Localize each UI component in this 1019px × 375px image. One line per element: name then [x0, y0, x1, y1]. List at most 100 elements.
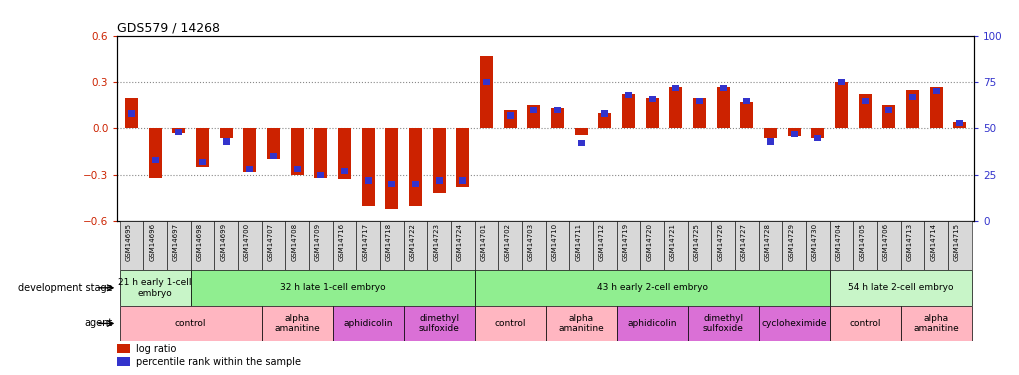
Bar: [340, 168, 347, 174]
Text: cycloheximide: cycloheximide: [761, 319, 826, 328]
Bar: [149, 128, 162, 178]
Bar: [290, 128, 304, 175]
Bar: [692, 98, 705, 128]
Bar: [545, 306, 616, 341]
Bar: [763, 128, 776, 138]
Bar: [530, 107, 537, 113]
Text: GSM14716: GSM14716: [338, 223, 344, 261]
Bar: [672, 84, 679, 91]
Bar: [923, 221, 947, 270]
Bar: [412, 181, 419, 187]
Bar: [480, 56, 492, 128]
Bar: [648, 96, 655, 102]
Bar: [119, 270, 191, 306]
Text: GSM14700: GSM14700: [244, 223, 250, 261]
Bar: [455, 128, 469, 187]
Bar: [435, 177, 442, 183]
Bar: [380, 221, 404, 270]
Bar: [293, 166, 301, 172]
Bar: [828, 306, 900, 341]
Bar: [474, 306, 545, 341]
Bar: [364, 177, 371, 183]
Text: GSM14715: GSM14715: [953, 223, 959, 261]
Text: GSM14728: GSM14728: [764, 223, 769, 261]
Bar: [616, 306, 687, 341]
Text: GSM14703: GSM14703: [528, 223, 533, 261]
Bar: [884, 107, 892, 113]
Text: GSM14708: GSM14708: [290, 223, 297, 261]
Bar: [167, 221, 191, 270]
Bar: [432, 128, 445, 194]
Text: GSM14696: GSM14696: [149, 223, 155, 261]
Text: GSM14726: GSM14726: [716, 223, 722, 261]
Text: GSM14705: GSM14705: [858, 223, 864, 261]
Bar: [758, 306, 828, 341]
Bar: [550, 108, 564, 128]
Bar: [172, 128, 185, 133]
Bar: [758, 221, 782, 270]
Bar: [645, 98, 658, 128]
Bar: [545, 221, 569, 270]
Bar: [459, 177, 466, 183]
Text: GDS579 / 14268: GDS579 / 14268: [117, 21, 220, 34]
Bar: [569, 221, 592, 270]
Bar: [813, 135, 820, 141]
Bar: [222, 138, 229, 144]
Text: control: control: [849, 319, 880, 328]
Bar: [900, 306, 971, 341]
Bar: [125, 98, 138, 128]
Text: GSM14722: GSM14722: [409, 223, 415, 261]
Text: 43 h early 2-cell embryo: 43 h early 2-cell embryo: [596, 284, 707, 292]
Bar: [191, 270, 474, 306]
Bar: [267, 128, 280, 159]
Bar: [144, 221, 167, 270]
Text: dimethyl
sulfoxide: dimethyl sulfoxide: [702, 314, 743, 333]
Bar: [503, 110, 517, 128]
Bar: [175, 129, 182, 135]
Bar: [527, 105, 540, 128]
Bar: [931, 88, 938, 94]
Text: GSM14712: GSM14712: [598, 223, 604, 261]
Text: GSM14718: GSM14718: [385, 223, 391, 261]
Text: alpha
amanitine: alpha amanitine: [557, 314, 603, 333]
Bar: [427, 221, 450, 270]
Bar: [719, 84, 727, 91]
Bar: [881, 105, 895, 128]
Bar: [838, 79, 845, 85]
Text: 21 h early 1-cell
embryo: 21 h early 1-cell embryo: [118, 278, 192, 297]
Text: GSM14706: GSM14706: [882, 223, 888, 261]
Bar: [616, 221, 640, 270]
Bar: [908, 94, 915, 100]
Bar: [262, 221, 285, 270]
Bar: [385, 128, 398, 209]
Text: 54 h late 2-cell embryo: 54 h late 2-cell embryo: [847, 284, 953, 292]
Text: GSM14724: GSM14724: [457, 223, 463, 261]
Bar: [663, 221, 687, 270]
Bar: [474, 221, 498, 270]
Bar: [743, 98, 750, 104]
Bar: [237, 221, 262, 270]
Bar: [735, 221, 758, 270]
Bar: [214, 221, 237, 270]
Bar: [640, 221, 663, 270]
Text: GSM14698: GSM14698: [197, 223, 203, 261]
Bar: [119, 221, 144, 270]
Bar: [152, 157, 159, 163]
Bar: [332, 306, 404, 341]
Bar: [409, 128, 422, 206]
Bar: [740, 102, 753, 128]
Text: GSM14720: GSM14720: [646, 223, 651, 261]
Text: GSM14707: GSM14707: [267, 223, 273, 261]
Text: GSM14725: GSM14725: [693, 223, 699, 261]
Bar: [482, 79, 489, 85]
Bar: [219, 128, 232, 138]
Bar: [782, 221, 805, 270]
Bar: [196, 128, 209, 167]
Text: GSM14719: GSM14719: [622, 223, 628, 261]
Text: log ratio: log ratio: [136, 344, 176, 354]
Bar: [553, 107, 560, 113]
Bar: [853, 221, 876, 270]
Bar: [127, 111, 135, 117]
Bar: [622, 94, 635, 128]
Bar: [474, 270, 828, 306]
